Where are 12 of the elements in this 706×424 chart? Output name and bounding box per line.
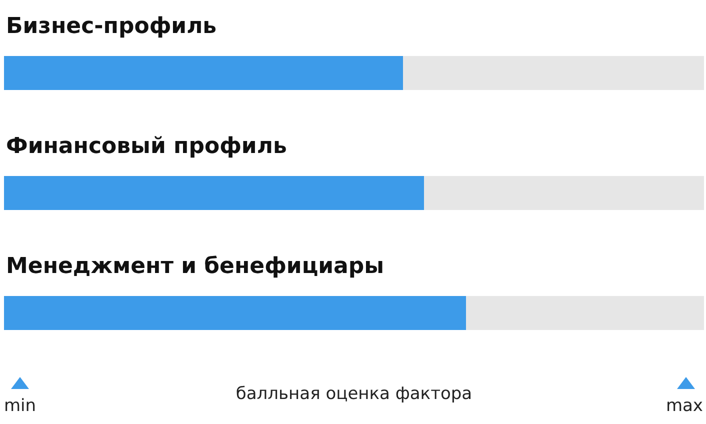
bar [466,296,704,330]
y-tick-label: Финансовый профиль [6,134,287,159]
bar [403,56,704,90]
y-tick-label: Бизнес-профиль [6,14,217,39]
x-axis-title: балльная оценка фактора [236,384,472,404]
bar [4,176,424,210]
bar [4,296,466,330]
text: min [4,396,36,416]
text: max [666,396,703,416]
bar [424,176,704,210]
y-tick-label: Менеджмент и бенефициары [6,254,384,279]
bar [4,56,403,90]
